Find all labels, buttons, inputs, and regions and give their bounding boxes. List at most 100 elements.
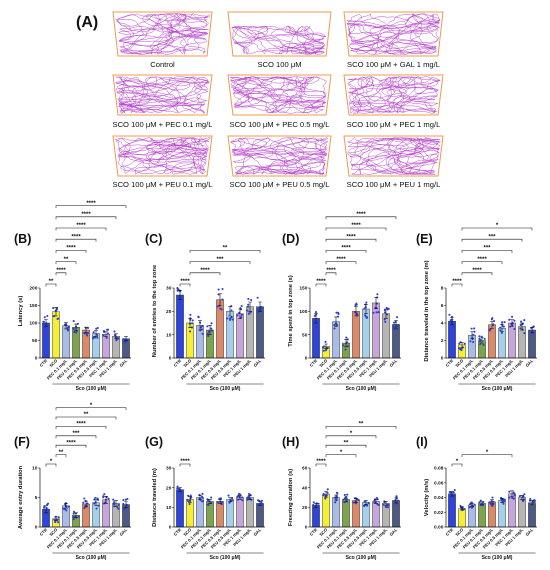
- significance-bracket: [451, 463, 463, 467]
- data-point: [365, 301, 368, 304]
- significance-bracket: [189, 250, 261, 253]
- panel-label: (D): [282, 232, 299, 246]
- data-point: [313, 314, 316, 317]
- data-point: [177, 491, 180, 494]
- arena-outline: [112, 11, 213, 57]
- data-point: [96, 326, 99, 330]
- x-tick-label: CTR: [309, 358, 319, 368]
- significance-bracket: [325, 261, 357, 265]
- x-tick-label: CTR: [445, 358, 455, 368]
- significance-bracket: [325, 216, 397, 220]
- data-point: [46, 315, 49, 318]
- y-tick-label: 20: [166, 485, 172, 491]
- significance-bracket: [325, 435, 377, 439]
- error-bar: [104, 331, 108, 337]
- significance-bracket: [461, 454, 513, 458]
- significance-bracket: [179, 463, 191, 467]
- significance-bracket: [55, 416, 117, 420]
- y-tick-label: 0.02: [434, 510, 444, 516]
- significance-bracket: [461, 250, 513, 253]
- x-tick-label: GAL: [118, 358, 128, 368]
- swim-path: [115, 137, 211, 175]
- significance-bracket: [55, 454, 67, 458]
- x-tick-label: SCO: [454, 358, 464, 368]
- y-tick-label: 100: [29, 321, 37, 327]
- y-tick-label: 6: [441, 303, 444, 309]
- significance-label: ****: [86, 201, 96, 207]
- significance-bracket: [325, 444, 367, 448]
- data-point: [322, 349, 325, 352]
- error-bar: [530, 500, 534, 506]
- data-point: [206, 325, 209, 328]
- y-tick-label: 8: [441, 286, 444, 292]
- x-tick-label: CTR: [39, 358, 49, 368]
- data-point: [393, 321, 396, 324]
- arena-outline: [112, 135, 213, 177]
- group-label: Sco (100 μM): [346, 386, 377, 392]
- data-point: [257, 308, 260, 311]
- data-point: [189, 494, 192, 497]
- error-bar: [188, 318, 192, 328]
- error-bar: [344, 339, 348, 348]
- data-point: [312, 503, 315, 506]
- error-bar: [218, 499, 222, 504]
- data-point: [322, 345, 326, 348]
- y-tick-label: 0: [169, 356, 172, 362]
- data-point: [72, 327, 75, 330]
- group-label: Sco (100 μM): [76, 386, 107, 392]
- chart-panel-e: (E) Distance traveled in the top zone (m)…: [416, 223, 537, 392]
- data-point: [522, 495, 525, 498]
- significance-label: ****: [356, 212, 366, 218]
- data-point: [333, 327, 336, 330]
- data-point: [239, 493, 242, 496]
- data-point: [230, 309, 233, 312]
- group-label: Sco (100 μM): [76, 555, 107, 561]
- data-point: [76, 322, 79, 325]
- track-sco-100-m: SCO 100 μM: [227, 11, 332, 69]
- error-bar: [188, 496, 192, 503]
- data-point: [236, 498, 239, 501]
- error-bar: [354, 498, 358, 503]
- error-bar: [208, 499, 212, 504]
- data-point: [246, 498, 249, 501]
- data-point: [83, 507, 86, 510]
- data-point: [66, 326, 70, 329]
- data-point: [247, 497, 250, 500]
- data-point: [103, 493, 106, 496]
- error-bar: [334, 494, 338, 501]
- data-point: [125, 503, 128, 506]
- data-point: [479, 499, 482, 502]
- data-point: [63, 508, 67, 511]
- bar-sco: [322, 494, 330, 528]
- error-bar: [354, 306, 358, 317]
- swim-path: [347, 76, 441, 114]
- error-bar: [374, 297, 378, 309]
- error-bar: [44, 319, 48, 327]
- significance-label: **: [59, 450, 64, 456]
- y-tick-label: 0: [35, 356, 38, 362]
- significance-label: ****: [336, 257, 346, 263]
- track-caption: SCO 100 μM + PEC 1 mg/L: [347, 120, 441, 129]
- data-point: [488, 501, 491, 504]
- significance-label: **: [64, 257, 69, 263]
- significance-label: *: [90, 403, 93, 409]
- data-point: [47, 512, 50, 515]
- significance-bracket: [325, 227, 387, 231]
- data-point: [492, 500, 495, 503]
- y-tick-label: 30: [166, 466, 172, 472]
- panel-label: (G): [145, 435, 163, 449]
- significance-label: ****: [56, 268, 66, 274]
- y-tick-label: 10: [32, 466, 38, 472]
- arena-outline: [343, 135, 444, 177]
- data-point: [478, 337, 481, 340]
- data-point: [459, 504, 462, 507]
- data-point: [207, 499, 210, 502]
- data-point: [257, 499, 260, 502]
- y-tick-label: 0.00: [434, 525, 444, 531]
- data-point: [73, 330, 76, 333]
- error-bar: [104, 496, 108, 504]
- significance-bracket: [325, 250, 367, 253]
- data-point: [523, 332, 526, 335]
- data-point: [250, 498, 253, 501]
